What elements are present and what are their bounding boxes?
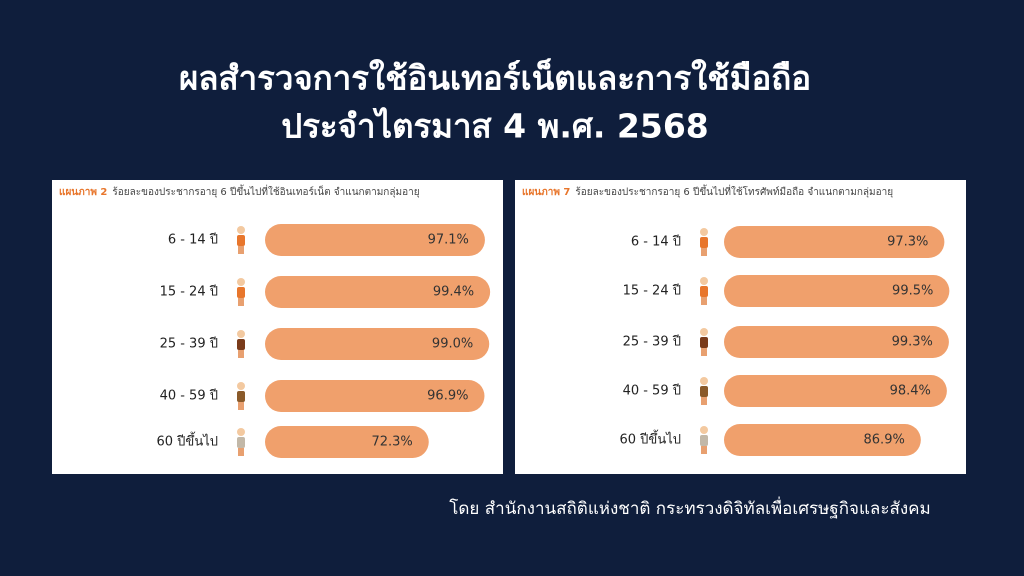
panel-title: ร้อยละของประชากรอายุ 6 ปีขึ้นไปที่ใช้โทร… [575,184,893,198]
bar [265,426,429,458]
value-label: 99.4% [433,285,474,300]
person-head [700,277,708,285]
person-body [237,287,245,298]
person-legs [701,397,707,405]
person-head [700,328,708,336]
person-legs [701,446,707,454]
bar [724,424,921,456]
person-head [700,228,708,236]
person-body [237,391,245,402]
bar [724,326,949,358]
person-head [700,377,708,385]
category-label: 40 - 59 ปี [160,388,218,404]
person-legs [238,350,244,358]
person-legs [701,348,707,356]
chart-panel: แผนภาพ 7 ร้อยละของประชากรอายุ 6 ปีขึ้นไปท… [515,180,966,474]
chart-panel: แผนภาพ 2 ร้อยละของประชากรอายุ 6 ปีขึ้นไปท… [52,180,503,474]
page-title: ประจำไตรมาส 4 พ.ศ. 2568 [281,107,709,146]
person-head [237,428,245,436]
person-head [237,330,245,338]
person-head [237,382,245,390]
bar [265,224,485,256]
category-label: 25 - 39 ปี [160,336,218,352]
category-label: 25 - 39 ปี [623,334,681,350]
value-label: 98.4% [890,384,931,399]
category-label: 60 ปีขึ้นไป [620,430,682,448]
panel-label: แผนภาพ 7 [522,187,570,198]
value-label: 72.3% [371,435,412,450]
person-body [700,237,708,248]
person-head [237,226,245,234]
bar [265,276,491,308]
category-label: 40 - 59 ปี [623,383,681,399]
value-label: 96.9% [427,389,468,404]
value-label: 99.3% [892,335,933,350]
person-body [700,435,708,446]
person-body [700,337,708,348]
person-legs [238,402,244,410]
person-body [700,286,708,297]
person-head [700,426,708,434]
category-label: 15 - 24 ปี [160,284,218,300]
bar [724,375,947,407]
page-title: ผลสำรวจการใช้อินเทอร์เน็ตและการใช้มือถือ [179,58,811,98]
category-label: 15 - 24 ปี [623,283,681,299]
bar [724,226,945,258]
bar [265,328,490,360]
value-label: 99.5% [892,284,933,299]
person-body [700,386,708,397]
person-legs [238,448,244,456]
source: โดย สำนักงานสถิติแห่งชาติ กระทรวงดิจิทัล… [449,496,930,519]
bar [265,380,485,412]
bar [724,275,950,307]
person-body [237,437,245,448]
person-head [237,278,245,286]
value-label: 97.1% [428,233,469,248]
person-legs [238,246,244,254]
person-legs [701,297,707,305]
person-legs [238,298,244,306]
value-label: 99.0% [432,337,473,352]
person-body [237,339,245,350]
value-label: 97.3% [887,235,928,250]
panel-title: ร้อยละของประชากรอายุ 6 ปีขึ้นไปที่ใช้อิน… [112,184,419,198]
category-label: 6 - 14 ปี [631,234,681,250]
person-body [237,235,245,246]
category-label: 6 - 14 ปี [168,232,218,248]
value-label: 86.9% [864,433,905,448]
panel-label: แผนภาพ 2 [59,187,107,198]
category-label: 60 ปีขึ้นไป [157,432,219,450]
person-legs [701,248,707,256]
